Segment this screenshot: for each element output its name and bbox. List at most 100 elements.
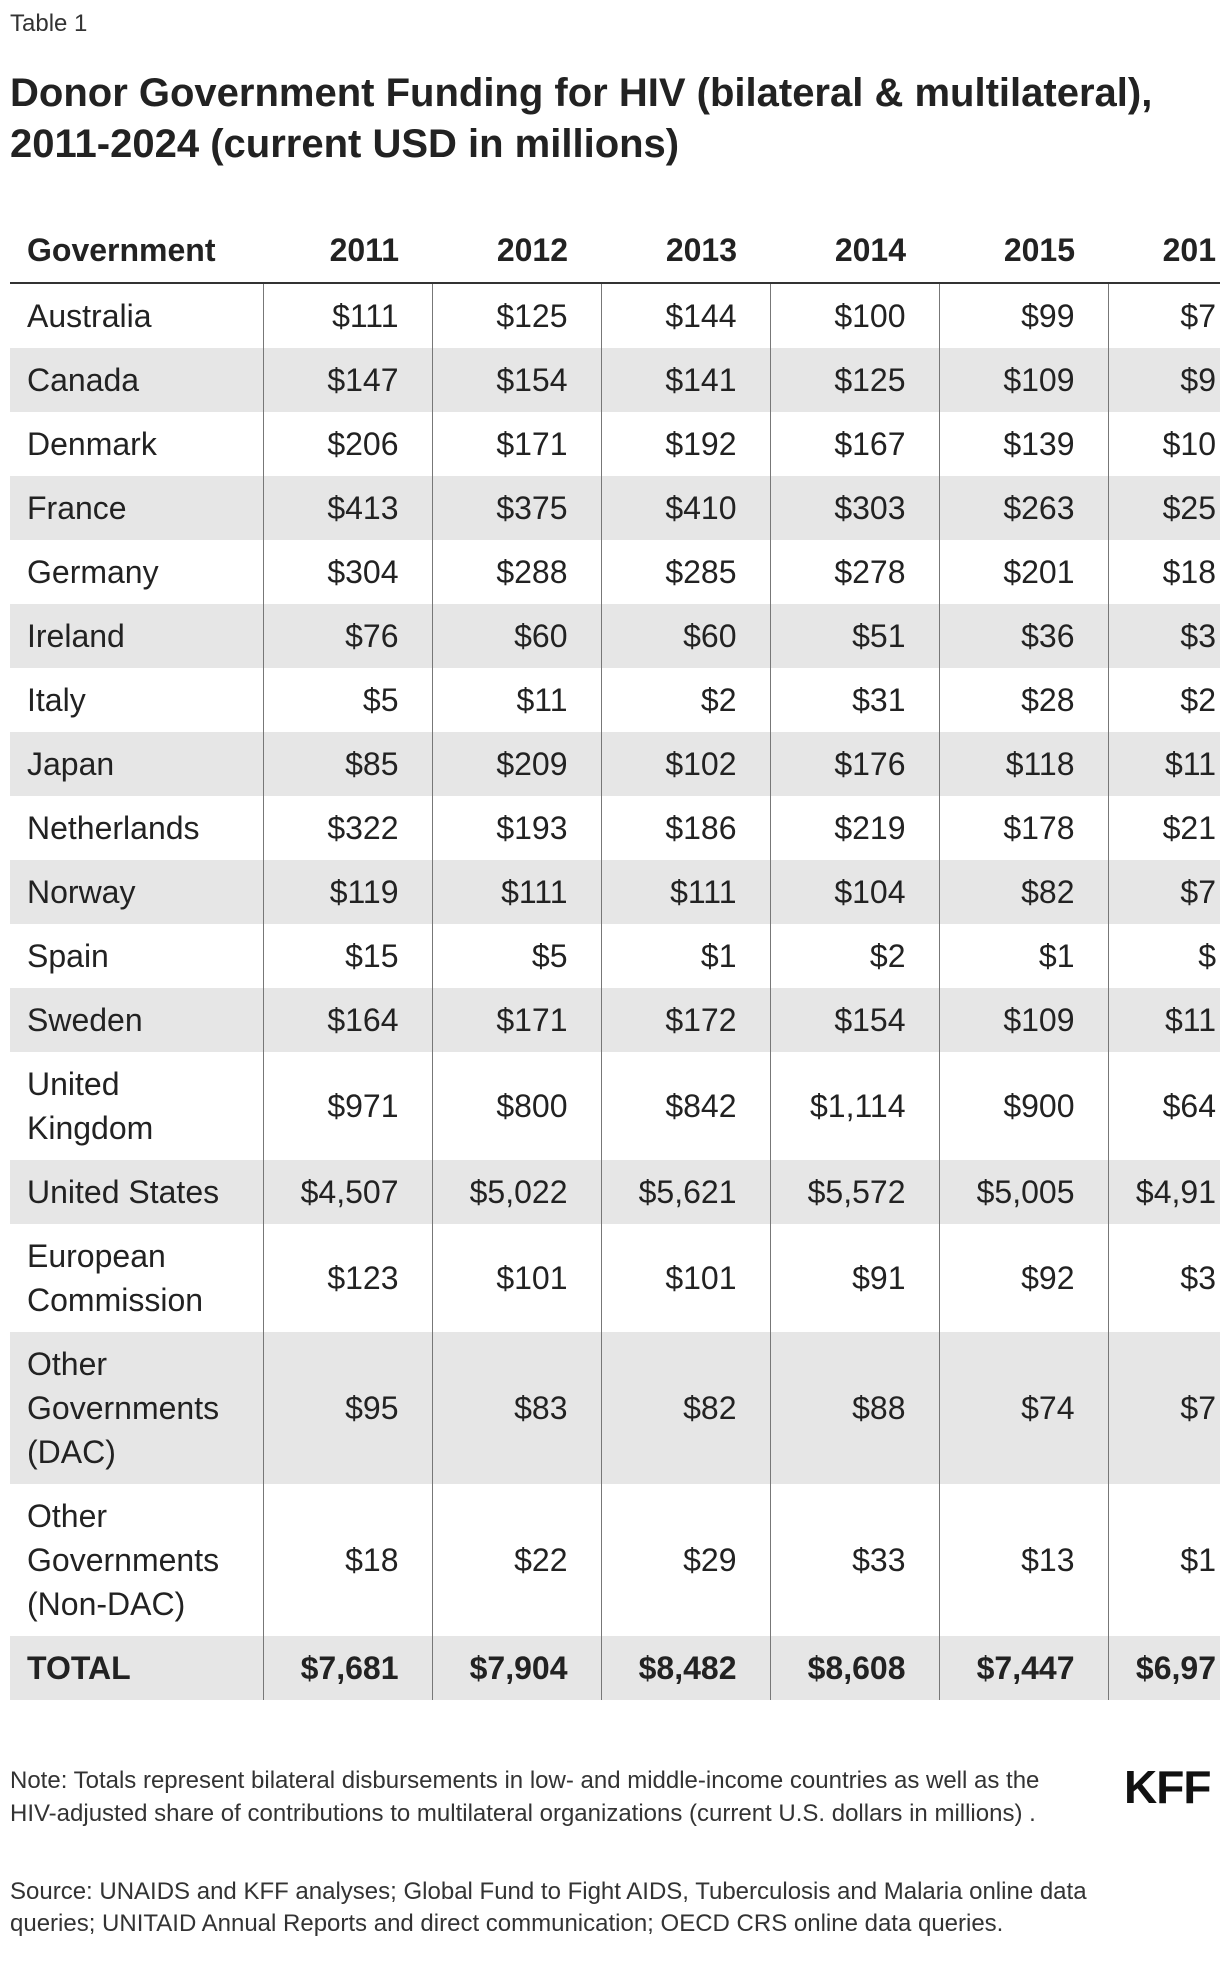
cell: $92 [938,1224,1108,1332]
table-row: Ireland $76 $60 $60 $51 $36 $3 [10,604,1220,668]
row-label: Germany [27,554,159,590]
cell: $85 [262,732,432,796]
cell: $111 [431,860,601,924]
cell: $971 [262,1052,432,1160]
column-header: 2014 [770,218,939,284]
cell: $125 [431,283,601,348]
cell: $119 [262,860,432,924]
cell: $5,572 [769,1160,939,1224]
header-row: Government 2011 2012 2013 2014 2015 201 [10,218,1220,284]
cell: $7 [1107,1332,1220,1484]
cell: $139 [938,412,1108,476]
funding-table: Government 2011 2012 2013 2014 2015 201 Austra… [10,218,1220,1700]
cell: $60 [431,604,601,668]
row-label: United States [27,1174,220,1210]
table-row: Netherlands $322 $193 $186 $219 $178 $21 [10,796,1220,860]
cell: $178 [938,796,1108,860]
cell: $29 [600,1484,770,1636]
logo: KFF [1124,1761,1211,1813]
cell: $33 [769,1484,939,1636]
cell: $7 [1107,283,1220,348]
cell: $164 [262,988,432,1052]
table-row: Other Governments (Non-DAC) $18 $22 $29 $33 $… [10,1484,1220,1636]
source: Source: UNAIDS and KFF analyses; Global … [10,1878,1087,1937]
row-label: TOTAL [27,1650,131,1686]
cell: $2 [1107,668,1220,732]
cell: $13 [938,1484,1108,1636]
cell: $22 [431,1484,601,1636]
cell: $36 [938,604,1108,668]
cell: $7 [1107,860,1220,924]
cell: $7,447 [938,1636,1108,1700]
cell: $11 [1107,988,1220,1052]
cell: $7,681 [262,1636,432,1700]
cell: $263 [938,476,1108,540]
cell: $5,005 [938,1160,1108,1224]
cell: $3 [1107,1224,1220,1332]
cell: $100 [769,283,939,348]
cell: $118 [938,732,1108,796]
cell: $900 [938,1052,1108,1160]
cell: $141 [600,348,770,412]
note: Note: Totals represent bilateral disburs… [10,1767,1040,1827]
table-container: Government 2011 2012 2013 2014 2015 201 Austra… [10,218,1220,1700]
row-label: France [27,490,127,526]
cell: $278 [769,540,939,604]
cell: $7,904 [431,1636,601,1700]
cell: $91 [769,1224,939,1332]
column-header: 2012 [432,218,601,284]
table-row: Sweden $164 $171 $172 $154 $109 $11 [10,988,1220,1052]
table-row: Australia $111 $125 $144 $100 $99 $7 [10,283,1220,348]
row-label: Netherlands [27,810,200,846]
cell: $10 [1107,412,1220,476]
cell: $101 [431,1224,601,1332]
cell: $1 [938,924,1108,988]
cell: $83 [431,1332,601,1484]
cell: $322 [262,796,432,860]
table-row: Denmark $206 $171 $192 $167 $139 $10 [10,412,1220,476]
cell: $111 [600,860,770,924]
row-label: Italy [27,682,86,718]
cell: $109 [938,348,1108,412]
table-row: United Kingdom $971 $800 $842 $1,114 $900 $64 [10,1052,1220,1160]
cell: $303 [769,476,939,540]
cell: $285 [600,540,770,604]
row-label: Ireland [27,618,125,654]
cell: $64 [1107,1052,1220,1160]
cell: $1,114 [769,1052,939,1160]
cell: $147 [262,348,432,412]
cell: $28 [938,668,1108,732]
cell: $109 [938,988,1108,1052]
cell: $8,482 [600,1636,770,1700]
row-label: Sweden [27,1002,143,1038]
table-row: United States $4,507 $5,022 $5,621 $5,572 $5,… [10,1160,1220,1224]
cell: $186 [600,796,770,860]
cell: $88 [769,1332,939,1484]
cell: $4,507 [262,1160,432,1224]
table-row: Spain $15 $5 $1 $2 $1 $ [10,924,1220,988]
cell: $111 [262,283,432,348]
cell: $ [1107,924,1220,988]
table-row: Norway $119 $111 $111 $104 $82 $7 [10,860,1220,924]
cell: $15 [262,924,432,988]
row-label: Australia [27,298,152,334]
cell: $144 [600,283,770,348]
row-label: Other Governments (DAC) [27,1346,220,1470]
table-row: Japan $85 $209 $102 $176 $118 $11 [10,732,1220,796]
table-title: Donor Government Funding for HIV (bilate… [10,71,1153,166]
cell: $11 [1107,732,1220,796]
cell: $5,022 [431,1160,601,1224]
cell: $219 [769,796,939,860]
cell: $410 [600,476,770,540]
cell: $413 [262,476,432,540]
cell: $18 [262,1484,432,1636]
column-header: 201 [1108,218,1220,284]
cell: $25 [1107,476,1220,540]
cell: $21 [1107,796,1220,860]
cell: $1 [600,924,770,988]
cell: $171 [431,988,601,1052]
table-row: Canada $147 $154 $141 $125 $109 $9 [10,348,1220,412]
column-header: Government [10,218,263,284]
cell: $60 [600,604,770,668]
cell: $154 [431,348,601,412]
